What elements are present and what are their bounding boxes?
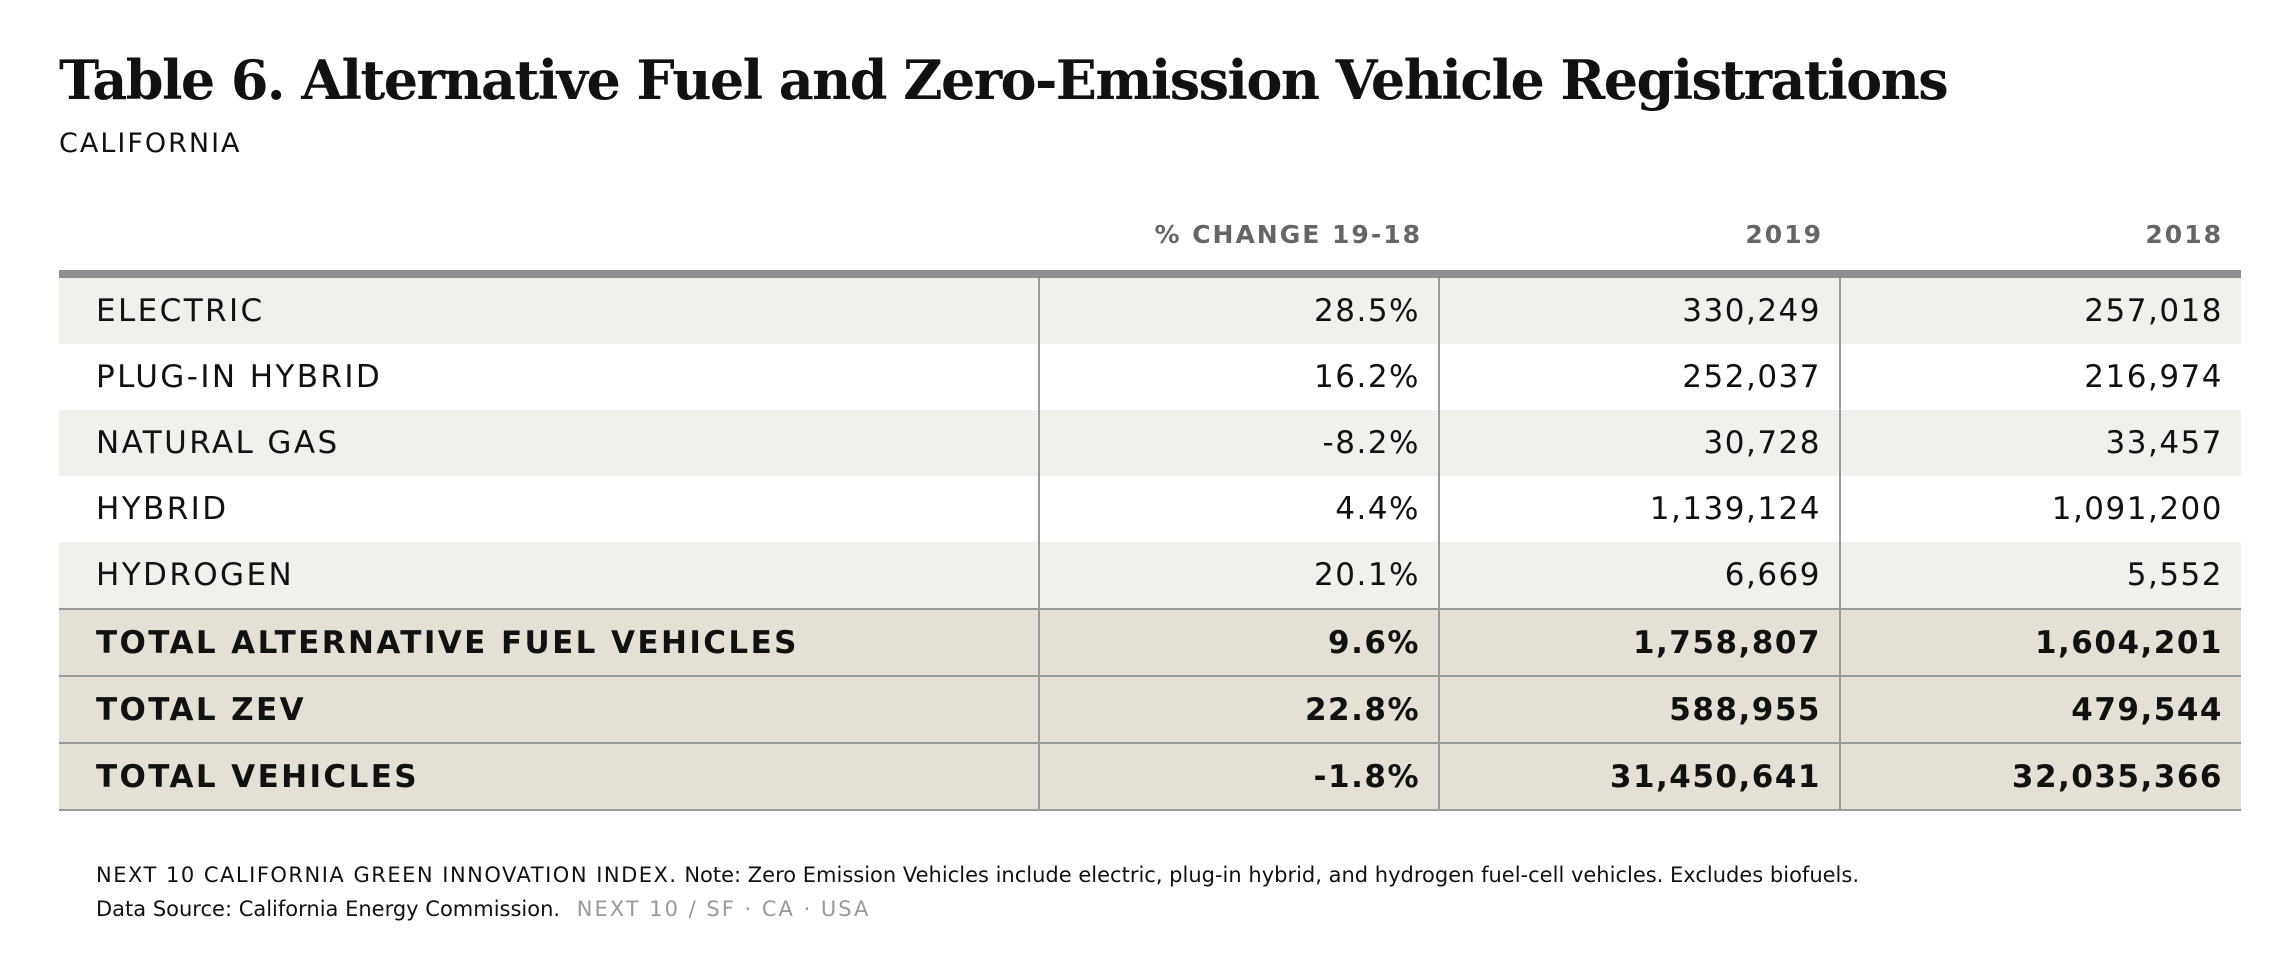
total-row: TOTAL ZEV 22.8% 588,955 479,544 xyxy=(59,675,2241,742)
cell-2018: 257,018 xyxy=(1839,278,2241,344)
total-label: TOTAL ALTERNATIVE FUEL VEHICLES xyxy=(96,624,799,661)
cell-2018: 479,544 xyxy=(1839,677,2241,742)
cell-2018: 216,974 xyxy=(1839,344,2241,410)
footnote-note: Note: Zero Emission Vehicles include ele… xyxy=(684,863,1859,887)
cell-change: -8.2% xyxy=(1038,410,1438,476)
cell-2019: 588,955 xyxy=(1438,677,1839,742)
cell-2019: 31,450,641 xyxy=(1438,744,1839,809)
cell-change: -1.8% xyxy=(1038,744,1438,809)
page-subtitle: CALIFORNIA xyxy=(59,128,242,159)
cell-2019: 6,669 xyxy=(1438,542,1839,608)
cell-change: 20.1% xyxy=(1038,542,1438,608)
cell-change: 16.2% xyxy=(1038,344,1438,410)
table-top-rule xyxy=(59,270,2241,278)
data-source: Data Source: California Energy Commissio… xyxy=(96,897,561,921)
registrations-table: % CHANGE 19-18 2019 2018 ELECTRIC 28.5% … xyxy=(59,210,2241,811)
cell-change: 9.6% xyxy=(1038,610,1438,675)
brand-mark: NEXT 10 / SF · CA · USA xyxy=(576,897,871,921)
cell-2018: 1,091,200 xyxy=(1839,476,2241,542)
cell-change: 4.4% xyxy=(1038,476,1438,542)
cell-2018: 32,035,366 xyxy=(1839,744,2241,809)
column-header-change: % CHANGE 19-18 xyxy=(1154,220,1422,249)
total-label: TOTAL ZEV xyxy=(96,691,307,728)
footnote-line-1: NEXT 10 CALIFORNIA GREEN INNOVATION INDE… xyxy=(96,858,1859,892)
footnote-line-2: Data Source: California Energy Commissio… xyxy=(96,892,1859,926)
cell-2018: 33,457 xyxy=(1839,410,2241,476)
table-row: PLUG-IN HYBRID 16.2% 252,037 216,974 xyxy=(59,344,2241,410)
cell-change: 22.8% xyxy=(1038,677,1438,742)
row-label: PLUG-IN HYBRID xyxy=(96,359,383,395)
cell-change: 28.5% xyxy=(1038,278,1438,344)
total-row: TOTAL ALTERNATIVE FUEL VEHICLES 9.6% 1,7… xyxy=(59,608,2241,675)
cell-2018: 1,604,201 xyxy=(1839,610,2241,675)
cell-2019: 1,139,124 xyxy=(1438,476,1839,542)
table-row: HYBRID 4.4% 1,139,124 1,091,200 xyxy=(59,476,2241,542)
row-label: ELECTRIC xyxy=(96,293,265,329)
cell-2019: 1,758,807 xyxy=(1438,610,1839,675)
total-row: TOTAL VEHICLES -1.8% 31,450,641 32,035,3… xyxy=(59,742,2241,811)
cell-2019: 30,728 xyxy=(1438,410,1839,476)
footnote: NEXT 10 CALIFORNIA GREEN INNOVATION INDE… xyxy=(96,858,1859,926)
table-row: NATURAL GAS -8.2% 30,728 33,457 xyxy=(59,410,2241,476)
page-title: Table 6. Alternative Fuel and Zero-Emiss… xyxy=(59,48,1949,112)
cell-2019: 252,037 xyxy=(1438,344,1839,410)
column-header-2018: 2018 xyxy=(2145,220,2223,249)
cell-2018: 5,552 xyxy=(1839,542,2241,608)
index-name: NEXT 10 CALIFORNIA GREEN INNOVATION INDE… xyxy=(96,863,678,887)
row-label: NATURAL GAS xyxy=(96,425,340,461)
table-row: HYDROGEN 20.1% 6,669 5,552 xyxy=(59,542,2241,608)
row-label: HYBRID xyxy=(96,491,229,527)
column-header-2019: 2019 xyxy=(1745,220,1823,249)
cell-2019: 330,249 xyxy=(1438,278,1839,344)
table-row: ELECTRIC 28.5% 330,249 257,018 xyxy=(59,278,2241,344)
row-label: HYDROGEN xyxy=(96,557,295,593)
total-label: TOTAL VEHICLES xyxy=(96,758,420,795)
table-header-row: % CHANGE 19-18 2019 2018 xyxy=(59,210,2241,270)
